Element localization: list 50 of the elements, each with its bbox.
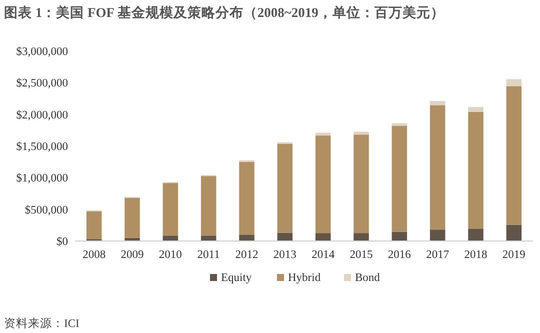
x-tick-label: 2013 — [273, 249, 297, 261]
bar — [124, 198, 140, 238]
x-tick-label: 2017 — [426, 249, 450, 261]
bar — [468, 112, 484, 229]
legend-label: Equity — [221, 272, 252, 284]
x-tick-label: 2010 — [158, 249, 182, 261]
y-tick-label: $3,000,000 — [16, 46, 68, 58]
x-tick-label: 2014 — [312, 249, 335, 261]
bar — [392, 232, 408, 241]
y-tick-label: $500,000 — [24, 204, 68, 216]
bar — [506, 224, 522, 241]
bar — [239, 234, 254, 241]
bar — [277, 144, 293, 233]
x-tick-label: 2016 — [388, 249, 412, 261]
bar — [430, 101, 446, 106]
bar — [162, 236, 178, 241]
bar — [506, 79, 522, 86]
bar — [468, 107, 484, 112]
bar — [392, 126, 408, 232]
y-tick-label: $1,500,000 — [16, 141, 68, 153]
y-tick-label: $1,000,000 — [16, 172, 68, 185]
text: 资料来源：ICI — [4, 317, 80, 330]
bar — [392, 123, 408, 126]
x-tick-label: 2009 — [120, 249, 144, 261]
x-tick-label: 2011 — [197, 249, 220, 261]
x-tick-label: 2019 — [502, 249, 526, 261]
bar — [430, 105, 446, 230]
x-tick-label: 2015 — [350, 249, 373, 261]
chart-title: 图表 1：美国 FOF 基金规模及策略分布（2008~2019，单位：百万美元） — [4, 4, 444, 20]
x-tick-label: 2008 — [82, 249, 106, 261]
bar — [239, 162, 254, 235]
bar — [86, 211, 102, 240]
y-tick-label: $2,000,000 — [16, 109, 68, 122]
bar — [315, 136, 331, 234]
bar — [315, 132, 331, 136]
bar — [200, 176, 216, 236]
bar — [430, 230, 446, 241]
y-tick-label: $2,500,000 — [16, 78, 68, 90]
bar — [506, 86, 522, 225]
bar — [200, 236, 216, 241]
bar — [354, 134, 369, 234]
x-tick-label: 2012 — [235, 249, 258, 261]
x-tick-label: 2018 — [464, 249, 488, 261]
legend-label: Bond — [355, 272, 380, 284]
bar — [315, 233, 331, 241]
bar — [162, 183, 178, 236]
y-tick-label: $0 — [56, 236, 68, 248]
bar — [468, 228, 484, 241]
legend-label: Hybrid — [288, 272, 321, 284]
bar — [354, 233, 369, 241]
